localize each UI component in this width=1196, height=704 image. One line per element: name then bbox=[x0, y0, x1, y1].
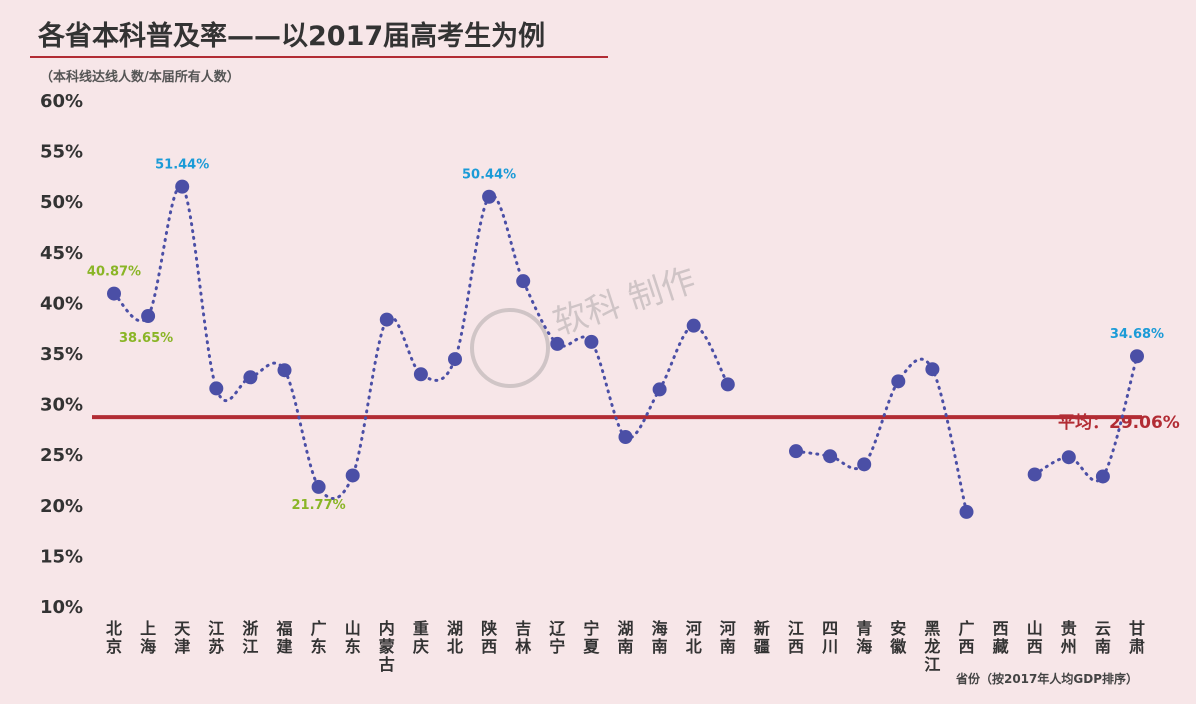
data-point bbox=[652, 382, 667, 397]
x-tick-label: 四川 bbox=[821, 619, 838, 656]
chart-title: 各省本科普及率——以2017届高考生为例 bbox=[38, 21, 546, 52]
x-tick-label: 陕西 bbox=[481, 619, 497, 656]
x-tick-label: 宁夏 bbox=[582, 619, 600, 656]
y-tick-label: 20% bbox=[40, 496, 83, 517]
data-point bbox=[891, 374, 906, 389]
chart-subtitle: （本科线达线人数/本届所有人数） bbox=[40, 70, 240, 85]
series-line bbox=[1033, 354, 1139, 483]
x-tick-label: 河南 bbox=[720, 619, 736, 656]
x-tick-label: 黑龙江 bbox=[923, 619, 940, 674]
x-tick-label: 西藏 bbox=[993, 619, 1009, 656]
data-point bbox=[1130, 349, 1144, 364]
data-point bbox=[413, 367, 428, 382]
y-tick-label: 35% bbox=[40, 344, 83, 365]
data-point bbox=[959, 504, 974, 519]
series-line bbox=[112, 184, 730, 500]
x-tick-label: 辽宁 bbox=[549, 619, 566, 656]
data-point bbox=[550, 336, 565, 351]
x-tick-label: 内蒙古 bbox=[379, 619, 395, 674]
data-point bbox=[1027, 467, 1042, 482]
data-label: 51.44% bbox=[155, 158, 209, 173]
x-tick-label: 上海 bbox=[140, 619, 156, 656]
y-tick-label: 25% bbox=[40, 445, 83, 466]
data-point bbox=[209, 381, 224, 396]
data-point bbox=[175, 179, 190, 194]
y-tick-label: 60% bbox=[40, 91, 83, 112]
data-point bbox=[618, 429, 633, 444]
y-tick-label: 45% bbox=[40, 243, 83, 264]
x-tick-label: 湖南 bbox=[617, 619, 633, 656]
y-tick-label: 30% bbox=[40, 395, 83, 416]
y-tick-label: 55% bbox=[40, 142, 83, 163]
data-point bbox=[720, 377, 735, 392]
x-tick-label: 贵州 bbox=[1060, 619, 1077, 656]
y-tick-label: 15% bbox=[40, 546, 83, 567]
x-tick-label: 江苏 bbox=[208, 619, 224, 656]
watermark: 软科 制作 bbox=[470, 260, 700, 388]
x-axis-label: 省份（按2017年人均GDP排序） bbox=[955, 672, 1138, 686]
average-label: 平均：29.06% bbox=[1058, 412, 1180, 433]
data-point bbox=[925, 362, 940, 377]
x-tick-label: 安徽 bbox=[889, 619, 907, 656]
x-tick-label: 福建 bbox=[275, 619, 292, 656]
data-point bbox=[584, 334, 599, 349]
data-label: 40.87% bbox=[87, 265, 141, 280]
x-tick-label: 浙江 bbox=[242, 619, 258, 656]
data-point bbox=[448, 352, 462, 367]
x-tick-label: 广西 bbox=[958, 619, 974, 656]
data-point bbox=[516, 274, 531, 289]
x-tick-label: 青海 bbox=[856, 619, 872, 656]
data-point bbox=[823, 449, 838, 464]
data-point bbox=[1095, 469, 1110, 484]
x-tick-label: 北京 bbox=[106, 619, 122, 656]
y-tick-label: 50% bbox=[40, 192, 83, 213]
x-tick-label: 山西 bbox=[1027, 619, 1043, 656]
x-tick-label: 重庆 bbox=[412, 619, 429, 656]
x-tick-label: 吉林 bbox=[515, 619, 531, 656]
y-tick-label: 10% bbox=[40, 597, 83, 618]
x-tick-label: 河北 bbox=[686, 619, 702, 656]
x-tick-label: 山东 bbox=[345, 619, 361, 656]
data-point bbox=[857, 457, 872, 472]
data-point bbox=[277, 363, 292, 378]
watermark-text: 软科 制作 bbox=[548, 260, 700, 343]
data-point bbox=[311, 479, 326, 494]
x-tick-label: 云南 bbox=[1095, 619, 1111, 656]
x-tick-label: 湖北 bbox=[447, 619, 463, 656]
data-label: 50.44% bbox=[462, 168, 516, 183]
data-point bbox=[243, 370, 258, 385]
data-point bbox=[1061, 450, 1076, 465]
data-label: 34.68% bbox=[1110, 327, 1164, 342]
data-point bbox=[107, 286, 121, 301]
data-point bbox=[141, 309, 156, 324]
x-tick-label: 新疆 bbox=[754, 619, 770, 656]
data-point bbox=[345, 468, 360, 483]
data-point bbox=[789, 444, 803, 459]
data-point bbox=[686, 318, 701, 333]
data-point bbox=[379, 312, 394, 327]
x-tick-label: 海南 bbox=[652, 619, 668, 656]
x-tick-label: 江西 bbox=[788, 619, 804, 656]
data-point bbox=[482, 189, 497, 204]
x-tick-label: 甘肃 bbox=[1129, 619, 1145, 656]
watermark-logo-icon bbox=[470, 308, 550, 388]
x-tick-label: 广东 bbox=[311, 619, 327, 656]
series-line bbox=[794, 357, 968, 514]
data-label: 21.77% bbox=[292, 498, 346, 513]
title-underline bbox=[30, 56, 608, 58]
data-label: 38.65% bbox=[119, 331, 173, 346]
y-tick-label: 40% bbox=[40, 293, 83, 314]
x-tick-label: 天津 bbox=[174, 619, 191, 656]
